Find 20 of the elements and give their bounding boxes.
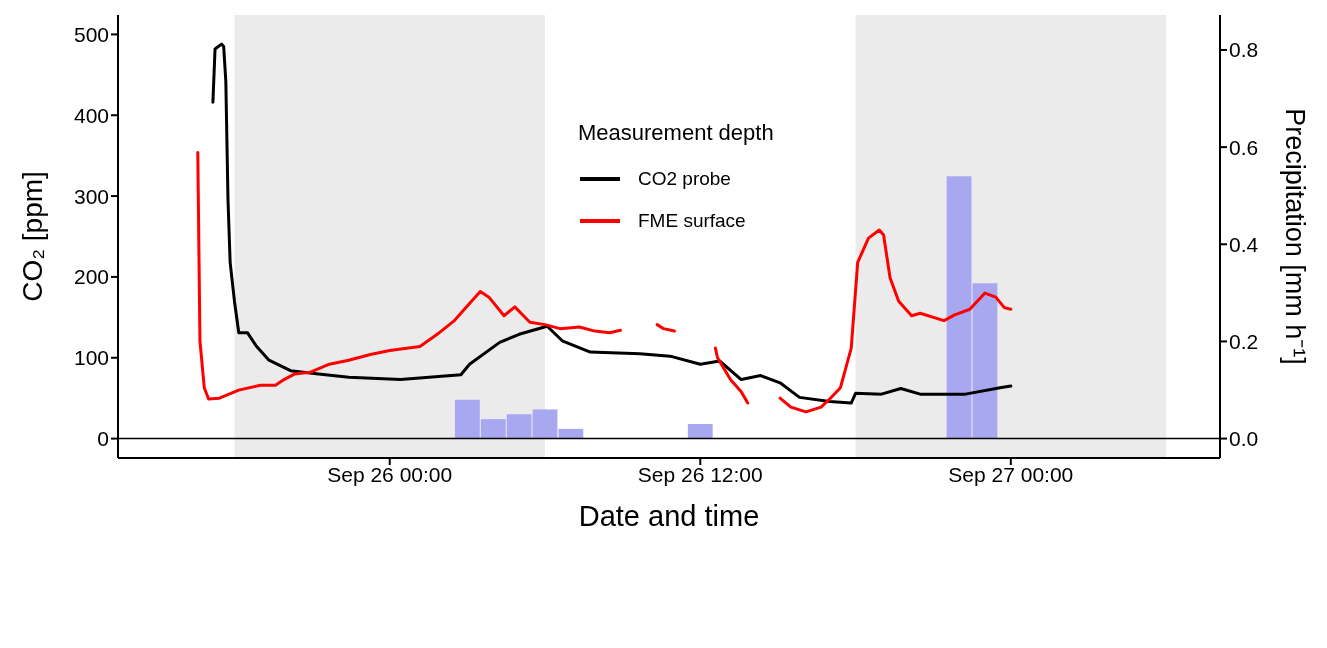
x-tick-label: Sep 26 00:00 (327, 462, 453, 486)
y2-tick-label: 0.2 (1229, 329, 1259, 353)
legend-title: Measurement depth (578, 120, 774, 146)
x-axis-title: Date and time (578, 500, 760, 532)
y2-axis-title: Precipitation [mm h⁻¹] (1280, 108, 1311, 365)
y-tick-label: 100 (73, 346, 109, 370)
x-tick-label: Sep 26 12:00 (637, 462, 763, 486)
y-tick-label: 200 (73, 265, 109, 289)
legend-label: FME surface (638, 210, 746, 232)
y-tick-label: 300 (73, 184, 109, 208)
y2-tick-label: 0.0 (1229, 427, 1259, 451)
y-tick-label: 0 (97, 427, 109, 451)
y2-tick-label: 0.4 (1229, 232, 1259, 256)
y2-tick-label: 0.6 (1229, 135, 1259, 159)
x-tick-label: Sep 27 00:00 (948, 462, 1074, 486)
y2-tick-label: 0.8 (1229, 38, 1259, 62)
y-tick-label: 500 (73, 22, 109, 46)
legend-label: CO2 probe (638, 168, 731, 190)
y-tick-label: 400 (73, 103, 109, 127)
y-axis-title: CO₂ [ppm] (16, 171, 48, 302)
